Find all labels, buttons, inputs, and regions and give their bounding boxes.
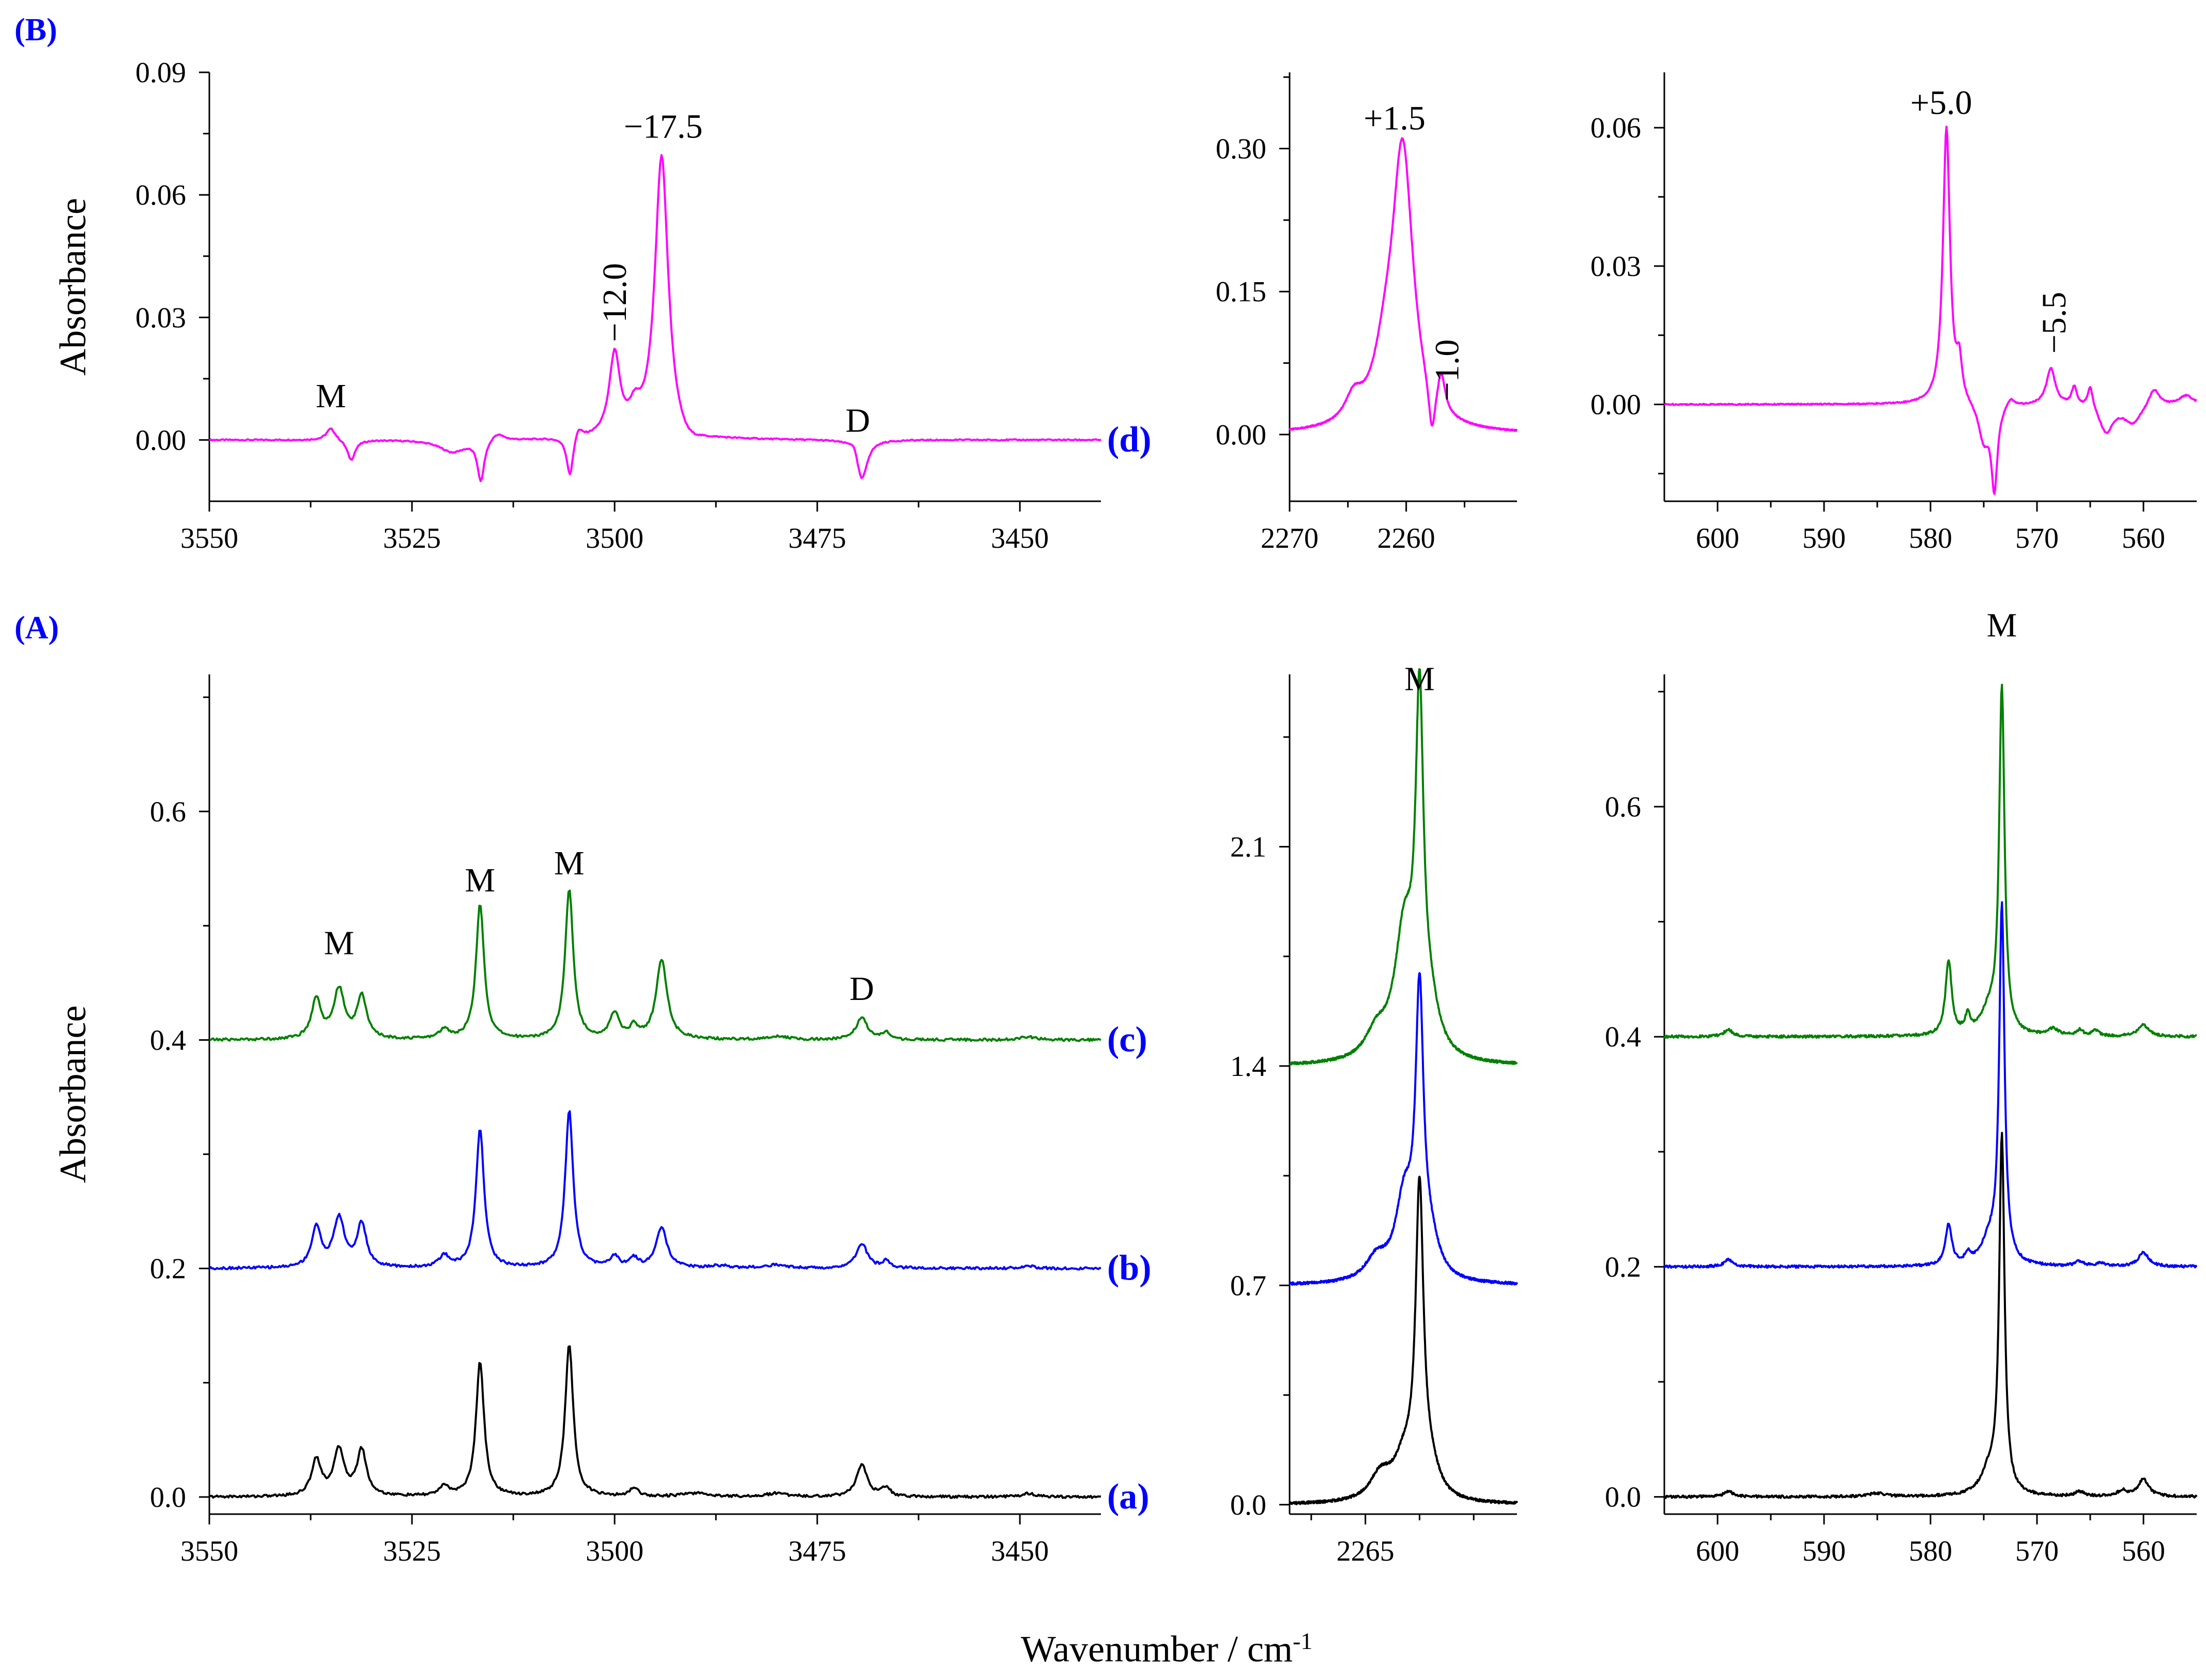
chart-A2: 0.0 0.7 1.4 2.1 2265 M	[1230, 660, 1518, 1567]
x-tick-label: 3450	[991, 522, 1049, 554]
trace-label-c: (c)	[1107, 1020, 1147, 1059]
peak-annotation: M	[554, 844, 585, 882]
peak-annotation: −17.5	[624, 107, 703, 145]
chart-A3: 0.0 0.2 0.4 0.6 600 590 580 570 560 M	[1605, 607, 2198, 1567]
peak-annotation: D	[846, 402, 870, 440]
y-tick-label: 1.4	[1230, 1051, 1266, 1083]
series-line-b	[1663, 901, 2198, 1269]
y-tick-label: 0.06	[135, 179, 186, 211]
peak-annotation: M	[316, 377, 346, 415]
y-axis-title: Absorbance	[52, 198, 94, 376]
chart-B1: 0.00 0.03 0.06 0.09 3550 3525 3500 3475 3450 Abso…	[52, 57, 1152, 554]
x-tick-label: 580	[1909, 522, 1952, 554]
x-tick-label: 3550	[180, 522, 238, 554]
peak-annotation: +1.5	[1364, 100, 1426, 137]
x-tick-label: 3500	[586, 1535, 644, 1567]
y-tick-label: 0.06	[1590, 112, 1641, 144]
x-tick-label: 560	[2122, 1535, 2165, 1567]
x-tick-label: 590	[1802, 522, 1846, 554]
trace-label-a: (a)	[1107, 1477, 1150, 1517]
x-tick-label: 3525	[383, 522, 441, 554]
peak-annotation: M	[324, 924, 355, 962]
x-tick-label: 570	[2015, 522, 2059, 554]
peak-annotation: +5.0	[1910, 84, 1972, 121]
series-line-a	[209, 1345, 1101, 1499]
series-line-a	[1289, 1176, 1518, 1505]
y-tick-label: 0.0	[150, 1482, 186, 1514]
panel-a-label: (A)	[14, 610, 59, 645]
plots-group: 0.00 0.03 0.06 0.09 3550 3525 3500 3475 3450 Abso…	[52, 57, 2198, 1567]
series-line-b	[208, 1110, 1101, 1271]
y-tick-label: 0.6	[150, 796, 186, 828]
peak-annotation: −5.5	[2035, 292, 2073, 354]
y-tick-label: 0.6	[1605, 791, 1641, 823]
series-line-d	[1664, 126, 2197, 495]
y-axis-title: Absorbance	[52, 1006, 94, 1183]
x-tick-label: 3525	[383, 1535, 441, 1567]
y-tick-label: 0.2	[1605, 1251, 1641, 1283]
x-tick-label: 3475	[788, 1535, 846, 1567]
x-tick-label: 3450	[991, 1535, 1049, 1567]
y-tick-label: 0.03	[135, 302, 186, 334]
series-line-c	[1289, 668, 1518, 1066]
series-line-c	[1663, 684, 2197, 1039]
series-line-b	[1289, 972, 1518, 1286]
peak-annotation: M	[1404, 660, 1435, 698]
series-line-d	[1289, 137, 1518, 432]
peak-annotation: D	[850, 970, 875, 1008]
y-tick-label: 2.1	[1230, 831, 1266, 863]
chart-B2: 0.00 0.15 0.30 2270 2260 +1.5 −1.0	[1216, 72, 1518, 554]
series-line-a	[1663, 1132, 2198, 1499]
y-tick-label: 0.15	[1216, 276, 1266, 308]
x-tick-label: 3550	[180, 1535, 238, 1567]
y-tick-label: 0.00	[1216, 419, 1266, 451]
y-tick-label: 0.7	[1230, 1270, 1266, 1302]
x-tick-label: 3475	[788, 522, 846, 554]
series-line-d	[208, 154, 1102, 482]
trace-label-d: (d)	[1107, 420, 1152, 459]
x-axis-title: Wavenumber / cm-1	[1021, 1628, 1312, 1670]
x-tick-label: 2265	[1337, 1535, 1395, 1567]
panel-b-label: (B)	[14, 12, 57, 48]
y-tick-label: 0.0	[1605, 1482, 1641, 1514]
y-tick-label: 0.00	[135, 424, 186, 456]
y-tick-label: 0.4	[1605, 1021, 1641, 1053]
peak-annotation: −12.0	[596, 263, 634, 342]
y-tick-label: 0.00	[1590, 389, 1641, 421]
x-tick-label: 590	[1802, 1535, 1846, 1567]
chart-A1: 0.0 0.2 0.4 0.6 3550 3525 3500 3475 3450 Absorban…	[52, 674, 1152, 1567]
y-tick-label: 0.2	[150, 1253, 186, 1285]
y-tick-label: 0.0	[1230, 1489, 1266, 1521]
x-tick-label: 600	[1696, 522, 1739, 554]
x-tick-label: 2270	[1261, 522, 1319, 554]
y-tick-label: 0.03	[1590, 251, 1641, 283]
y-tick-label: 0.30	[1216, 133, 1266, 165]
x-tick-label: 2260	[1377, 522, 1435, 554]
y-tick-label: 0.09	[135, 57, 186, 89]
x-tick-label: 570	[2015, 1535, 2059, 1567]
x-tick-label: 600	[1696, 1535, 1739, 1567]
peak-annotation: −1.0	[1429, 340, 1466, 402]
peak-annotation: M	[465, 861, 495, 899]
y-tick-label: 0.4	[150, 1024, 186, 1056]
x-tick-label: 3500	[586, 522, 644, 554]
x-tick-label: 560	[2122, 522, 2165, 554]
trace-label-b: (b)	[1107, 1249, 1152, 1288]
chart-B3: 0.00 0.03 0.06 600 590 580 570 560 +5.0 −5.5	[1590, 72, 2197, 554]
peak-annotation: M	[1987, 607, 2017, 644]
x-tick-label: 580	[1909, 1535, 1952, 1567]
series-line-c	[209, 889, 1101, 1042]
